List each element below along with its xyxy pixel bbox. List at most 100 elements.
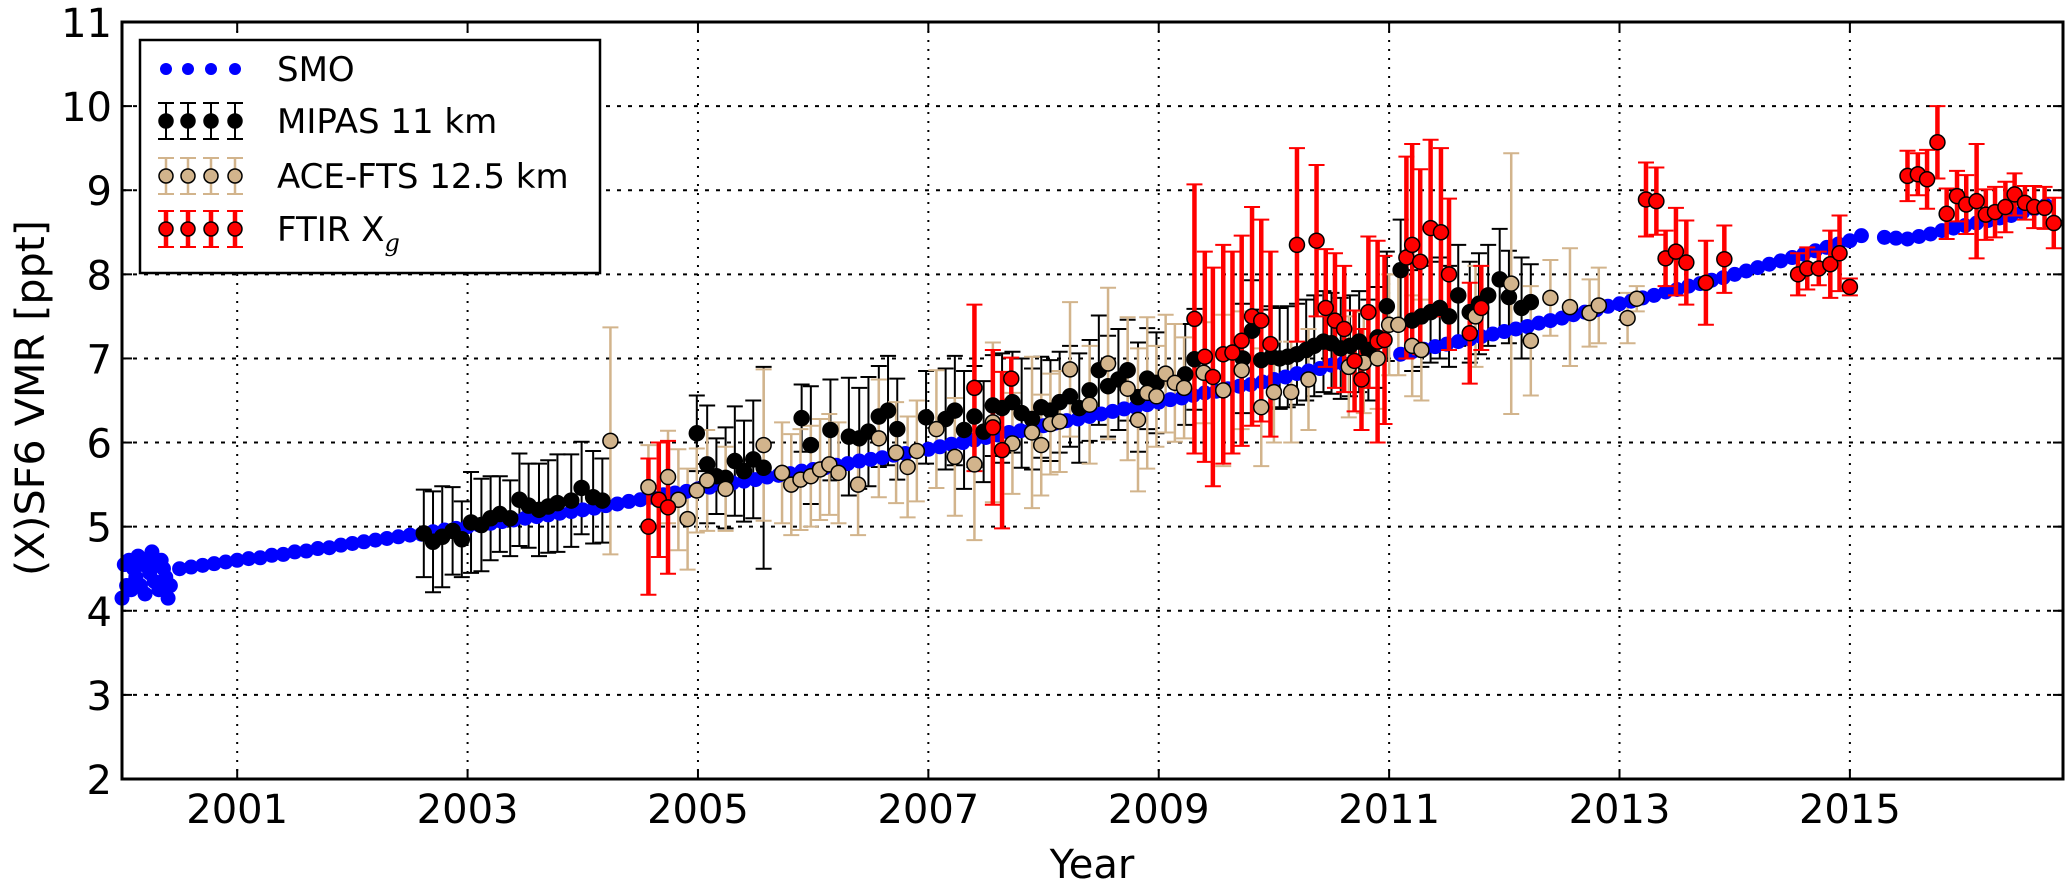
ftir-point (1003, 370, 1020, 387)
ace-point (899, 458, 916, 476)
smo-point (1923, 226, 1939, 242)
smo-point (287, 544, 303, 560)
y-tick-label: 8 (87, 253, 112, 299)
ftir-point (1461, 324, 1479, 342)
x-tick-label: 2001 (186, 787, 288, 833)
smo-point (252, 550, 268, 566)
legend-smo-marker (182, 63, 194, 75)
mipas-point (917, 409, 935, 426)
ace-errorbars (602, 152, 1645, 571)
smo-point (344, 535, 360, 551)
ace-point (1032, 436, 1050, 454)
ace-point (688, 482, 706, 499)
smo-point (1427, 339, 1443, 355)
smo-point (137, 586, 153, 602)
mipas-point (698, 456, 716, 473)
legend-ftir-marker (180, 221, 196, 237)
smo-point (575, 502, 591, 518)
smo-point (1761, 256, 1777, 272)
smo-point (229, 552, 245, 568)
mipas-point (1061, 388, 1079, 405)
ftir-point (1353, 371, 1370, 388)
x-tick-label: 2007 (877, 787, 979, 833)
smo-point (206, 556, 222, 572)
x-tick-label: 2015 (1799, 787, 1901, 833)
mipas-point (453, 531, 471, 548)
ace-point (1628, 290, 1646, 307)
legend-ace-marker (227, 168, 243, 184)
smo-point (1093, 406, 1109, 422)
ace-point (755, 436, 772, 454)
smo-point (321, 540, 337, 556)
ace-point (1119, 380, 1136, 397)
legend-label-ftir-subscript: g (384, 229, 399, 257)
y-tick-label: 4 (87, 590, 112, 636)
ace-point (1413, 341, 1430, 359)
smo-point (402, 527, 418, 543)
smo-point (390, 529, 406, 545)
mipas-point (879, 402, 897, 419)
mipas-point (688, 425, 706, 442)
x-tick-label: 2009 (1108, 787, 1210, 833)
x-tick-label: 2011 (1338, 787, 1440, 833)
y-tick-label: 9 (87, 169, 112, 215)
legend-label-ftir-main: FTIR X (277, 210, 384, 250)
ftir-point (966, 379, 983, 397)
ftir-point (1831, 245, 1848, 262)
smo-point (195, 557, 211, 573)
ace-point (698, 472, 716, 489)
ftir-point (1196, 348, 1214, 366)
ftir-point (1411, 253, 1429, 270)
ace-point (1522, 332, 1540, 350)
smo-point (241, 551, 257, 567)
smo-point (932, 439, 948, 455)
x-axis-label: Year (1049, 842, 1135, 886)
ftir-point (1317, 299, 1335, 317)
smo-point (1646, 287, 1662, 303)
ftir-point (1997, 198, 2014, 216)
ftir-point (1648, 192, 1665, 210)
smo-point (1946, 220, 1962, 236)
ftir-point (1473, 299, 1490, 317)
ftir-point (1938, 205, 1955, 223)
y-tick-label: 5 (87, 506, 112, 552)
ace-point (1233, 361, 1250, 379)
ace-point (946, 448, 964, 466)
ace-point (773, 464, 791, 482)
mipas-point (966, 408, 983, 425)
ftir-point (1822, 255, 1839, 273)
mipas-point (594, 492, 611, 509)
ace-point (1148, 388, 1165, 405)
smo-point (517, 510, 533, 526)
ace-point (1023, 424, 1041, 441)
ftir-point (1716, 250, 1733, 268)
legend-mipas-marker (227, 113, 243, 129)
ftir-point (1376, 331, 1393, 349)
smo-point (943, 436, 959, 452)
legend-ace-marker (180, 168, 196, 184)
ftir-point (1918, 171, 1936, 188)
smo-point (275, 546, 291, 562)
ace-point (1590, 297, 1608, 314)
plot-frame (120, 20, 2065, 781)
y-axis-ticks: 2 3 4 5 6 7 8 9 10 11 (61, 1, 2063, 804)
legend-label-mipas: MIPAS 11 km (277, 102, 497, 142)
legend-mipas-marker (158, 113, 174, 129)
mipas-point (563, 492, 580, 509)
smo-point (379, 530, 395, 546)
ftir-point (993, 441, 1011, 459)
smo-point (1612, 296, 1628, 312)
ace-point (640, 478, 657, 496)
ftir-point (1432, 224, 1450, 241)
smo-point (218, 554, 234, 570)
ftir-point (1346, 352, 1363, 370)
ftir-point (1403, 236, 1421, 254)
mipas-point (1440, 308, 1458, 325)
legend-mipas-marker (203, 113, 219, 129)
ace-point (1542, 289, 1559, 307)
ftir-point (1288, 236, 1306, 254)
smo-point (264, 547, 280, 563)
smo-point (160, 590, 176, 606)
mipas-point (726, 452, 744, 470)
